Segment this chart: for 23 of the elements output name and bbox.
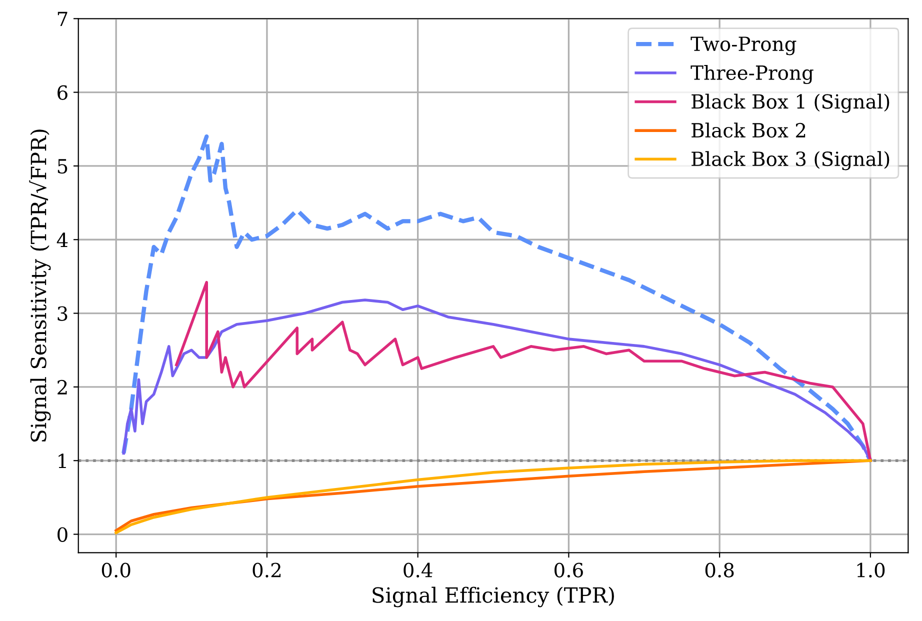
x-tick-label: 0.8 bbox=[705, 562, 734, 578]
x-axis-title: Signal Efficiency (TPR) bbox=[372, 586, 614, 608]
legend-label: Black Box 3 (Signal) bbox=[692, 151, 890, 170]
line-series bbox=[175, 280, 872, 462]
legend-label: Black Box 1 (Signal) bbox=[692, 94, 890, 113]
y-tick-label: 3 bbox=[58, 306, 68, 321]
y-axis-title: Signal Sensitivity (TPR/√FPR) bbox=[29, 130, 51, 442]
y-tick-label: 1 bbox=[58, 454, 66, 468]
x-tick-label: 0.0 bbox=[102, 562, 130, 578]
x-tick-label: 0.2 bbox=[252, 562, 281, 578]
line-series bbox=[122, 298, 872, 462]
x-tick-label: 0.4 bbox=[404, 562, 432, 578]
y-tick-label: 2 bbox=[58, 380, 67, 394]
x-tick-label: 0.6 bbox=[554, 562, 583, 578]
legend-label: Black Box 2 bbox=[692, 122, 806, 138]
legend-label: Two-Prong bbox=[690, 36, 796, 56]
legend-label: Three-Prong bbox=[690, 64, 814, 84]
y-tick-label: 7 bbox=[58, 12, 68, 26]
y-tick-label: 4 bbox=[56, 232, 68, 248]
y-tick-label: 6 bbox=[58, 85, 68, 100]
x-tick-label: 1.0 bbox=[857, 562, 885, 578]
y-tick-label: 5 bbox=[58, 159, 68, 174]
y-tick-label: 0 bbox=[58, 527, 68, 542]
